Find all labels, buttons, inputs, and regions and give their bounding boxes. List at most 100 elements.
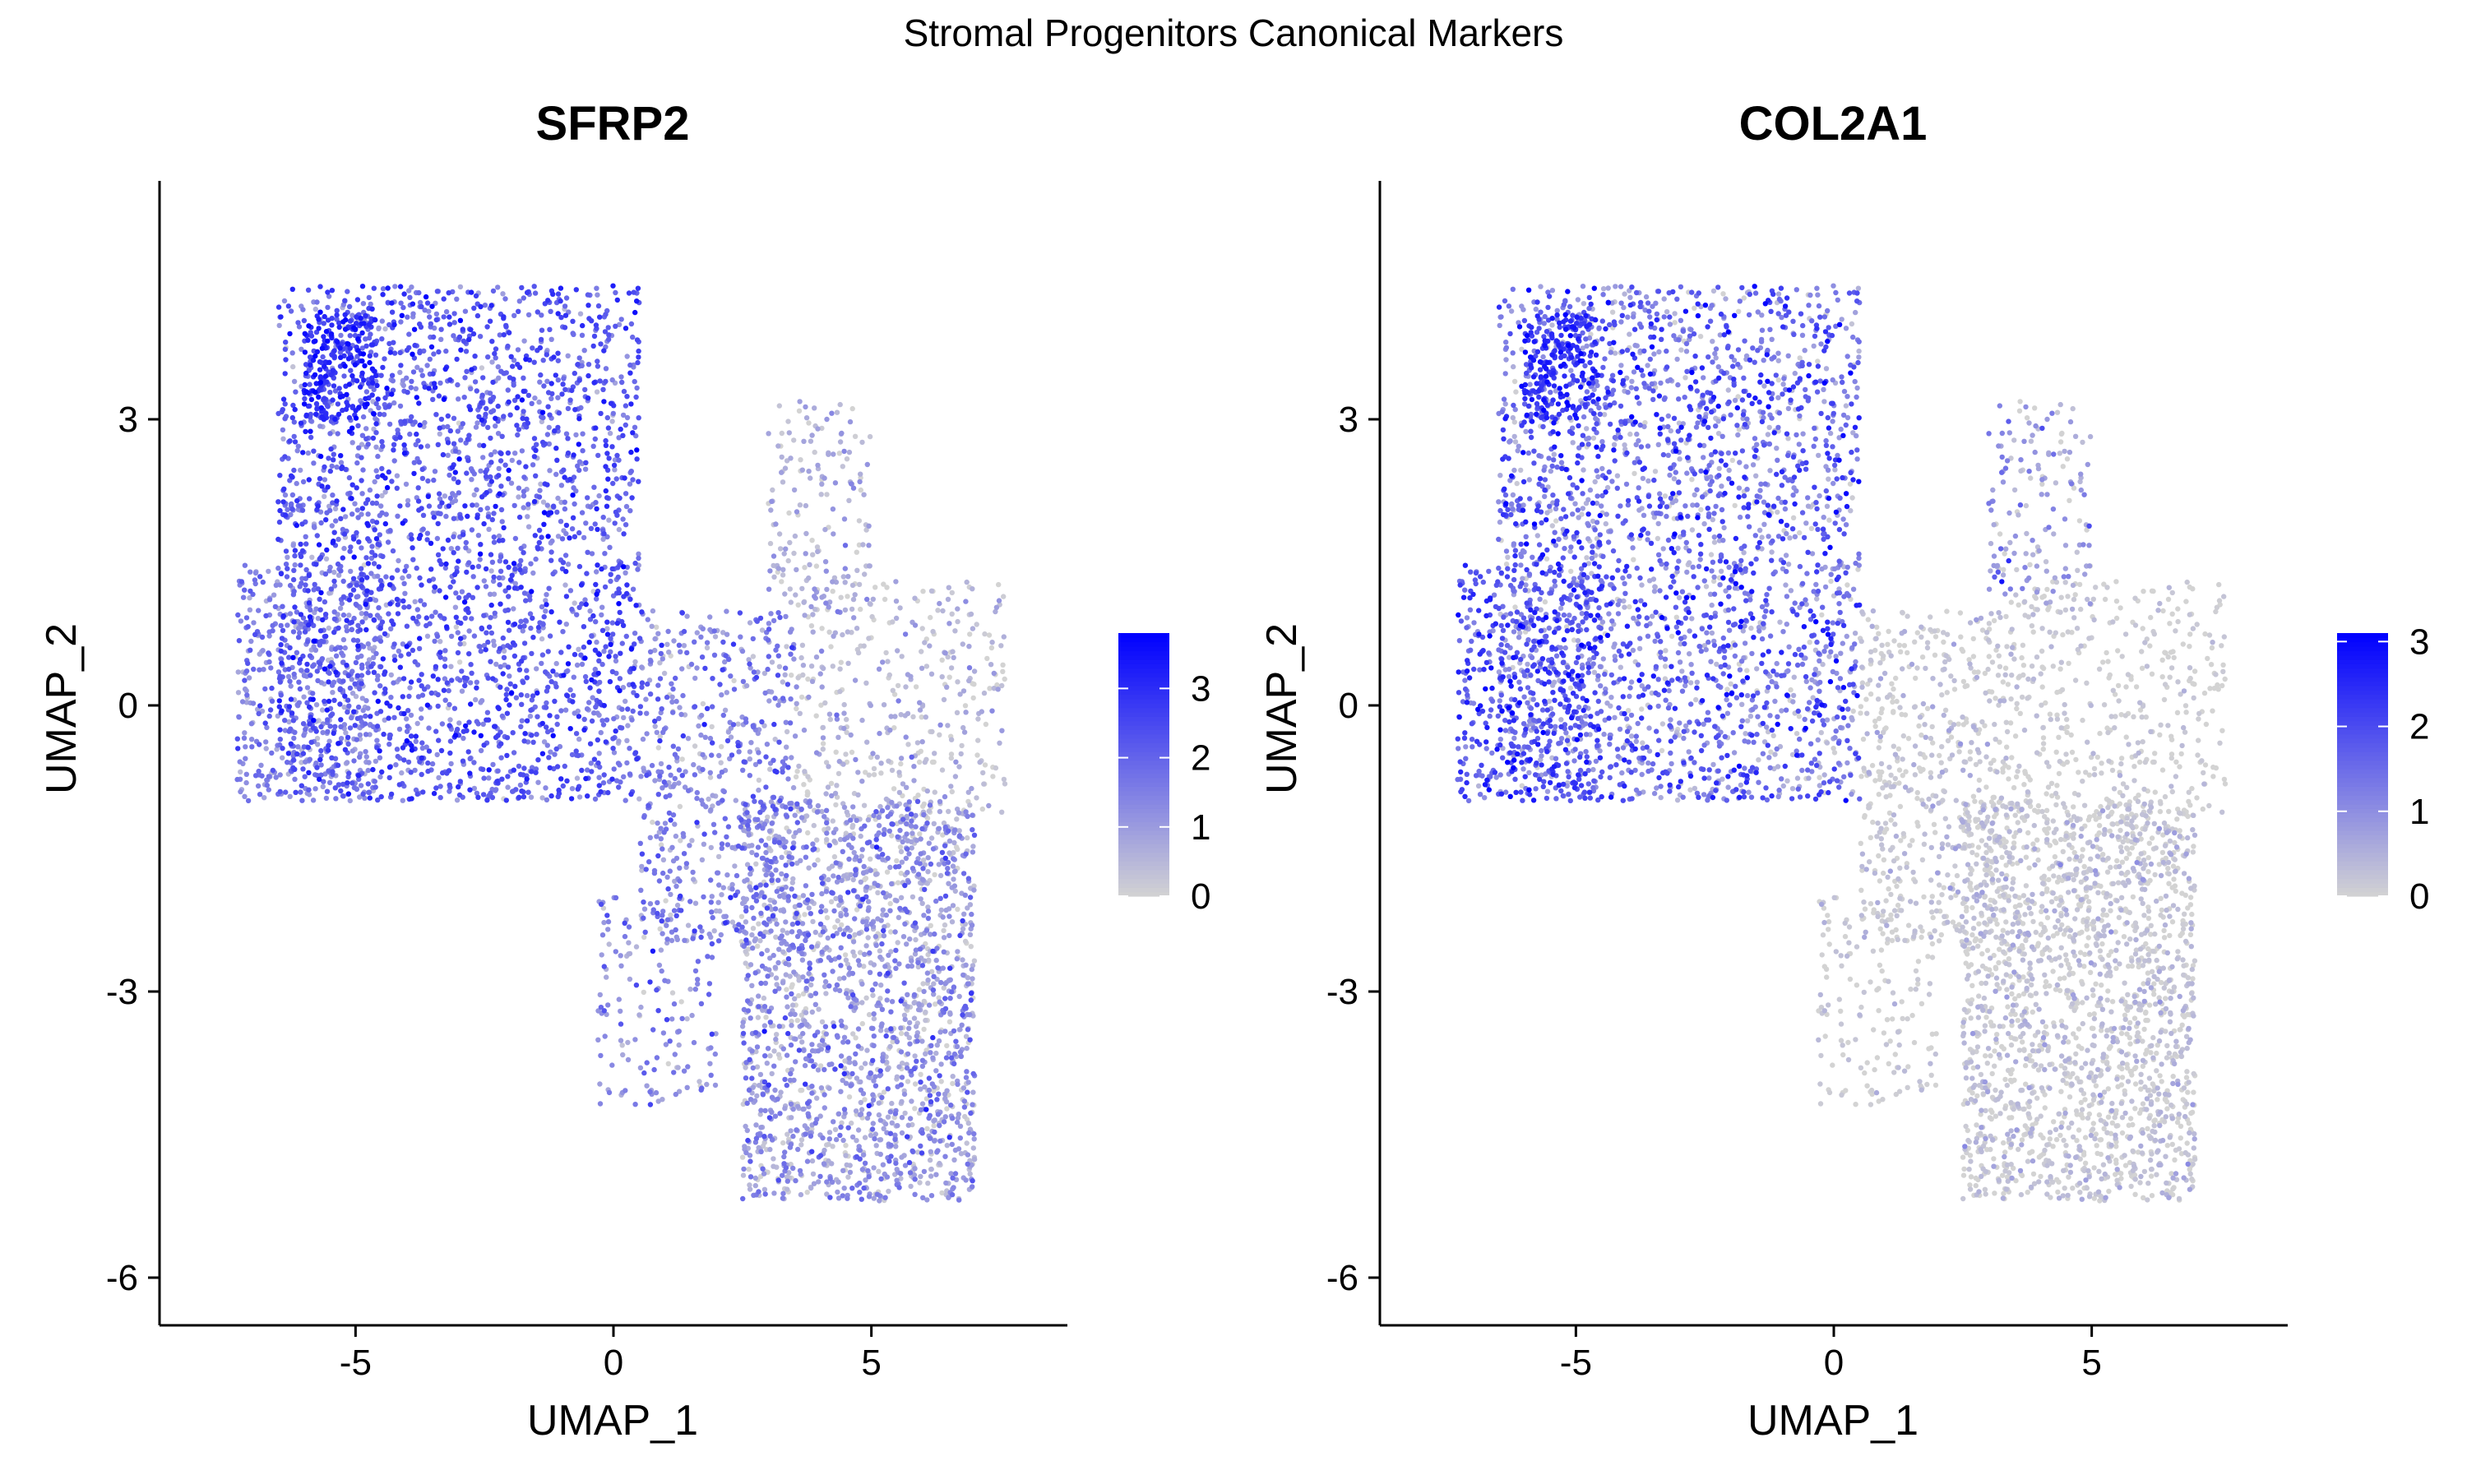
data-point xyxy=(937,1122,942,1129)
data-point xyxy=(591,710,597,716)
data-point xyxy=(573,432,579,438)
data-point xyxy=(257,651,262,657)
data-point xyxy=(268,665,274,671)
data-point xyxy=(379,318,385,324)
data-point xyxy=(808,911,813,917)
data-point xyxy=(400,797,405,803)
data-point xyxy=(900,781,906,787)
data-point xyxy=(871,1165,877,1171)
data-point xyxy=(866,1111,872,1117)
data-point xyxy=(831,873,836,879)
data-point xyxy=(951,883,958,889)
data-point xyxy=(521,409,526,414)
data-point xyxy=(854,1075,860,1081)
data-point xyxy=(785,898,791,904)
data-point xyxy=(616,435,622,441)
data-point xyxy=(962,892,969,899)
data-point xyxy=(602,551,608,557)
data-point xyxy=(467,680,474,686)
data-point xyxy=(781,1153,787,1160)
data-point xyxy=(324,510,330,515)
data-point xyxy=(951,1061,957,1067)
data-point xyxy=(250,700,257,706)
data-point xyxy=(974,622,979,627)
data-point xyxy=(828,957,834,964)
data-point xyxy=(772,855,778,862)
data-point xyxy=(859,717,865,724)
data-point xyxy=(767,955,773,961)
data-point xyxy=(363,732,369,737)
data-point xyxy=(777,546,784,552)
data-point xyxy=(771,952,776,959)
data-point xyxy=(813,563,820,569)
data-point xyxy=(325,304,331,311)
data-point xyxy=(802,613,808,618)
data-point xyxy=(573,731,580,737)
data-point xyxy=(395,567,400,573)
data-point xyxy=(752,1175,758,1181)
data-point xyxy=(944,1143,951,1149)
data-point xyxy=(761,821,768,827)
data-point xyxy=(970,1145,977,1151)
data-point xyxy=(616,321,623,327)
data-point xyxy=(881,1089,887,1095)
data-point xyxy=(890,821,896,827)
data-point xyxy=(540,499,547,505)
data-point xyxy=(878,982,884,988)
data-point xyxy=(781,551,787,557)
data-point xyxy=(893,579,899,585)
data-point xyxy=(870,596,877,602)
data-point xyxy=(410,311,416,317)
data-point xyxy=(871,1033,877,1039)
data-point xyxy=(673,934,679,941)
data-point xyxy=(277,582,283,588)
data-point xyxy=(256,710,262,717)
data-point xyxy=(957,1049,964,1055)
data-point xyxy=(747,773,752,779)
data-point xyxy=(694,789,700,796)
data-point xyxy=(845,1039,851,1045)
data-point xyxy=(593,619,599,625)
data-point xyxy=(830,589,835,594)
data-point xyxy=(954,710,960,715)
data-point xyxy=(822,814,827,820)
data-point xyxy=(366,657,373,663)
data-point xyxy=(815,857,821,863)
data-point xyxy=(692,987,698,992)
data-point xyxy=(756,1083,762,1089)
data-point xyxy=(789,1066,794,1073)
data-point xyxy=(879,1006,886,1013)
data-point xyxy=(779,933,785,939)
data-point xyxy=(885,988,891,994)
data-point xyxy=(672,821,678,827)
data-point xyxy=(808,944,815,950)
data-point xyxy=(898,1030,905,1037)
data-point xyxy=(962,703,969,709)
data-point xyxy=(891,786,897,792)
data-point xyxy=(558,708,564,714)
data-point xyxy=(673,833,679,839)
data-point xyxy=(854,567,860,573)
data-point xyxy=(810,629,816,635)
data-point xyxy=(806,1113,812,1119)
data-point xyxy=(803,1131,808,1137)
data-point xyxy=(249,744,255,750)
data-point xyxy=(999,728,1005,733)
data-point xyxy=(626,951,632,957)
data-point xyxy=(301,694,307,700)
data-point xyxy=(822,1092,827,1098)
data-point xyxy=(570,692,576,699)
data-point xyxy=(841,1107,848,1112)
data-point xyxy=(834,982,840,988)
data-point xyxy=(722,659,728,665)
data-point xyxy=(242,686,248,692)
data-point xyxy=(865,908,872,913)
data-point xyxy=(478,747,484,754)
data-point xyxy=(567,687,573,693)
data-point xyxy=(312,306,318,312)
data-point xyxy=(671,908,678,913)
data-point xyxy=(322,599,328,605)
data-point xyxy=(777,893,783,899)
data-point xyxy=(898,871,905,876)
data-point xyxy=(789,861,795,867)
